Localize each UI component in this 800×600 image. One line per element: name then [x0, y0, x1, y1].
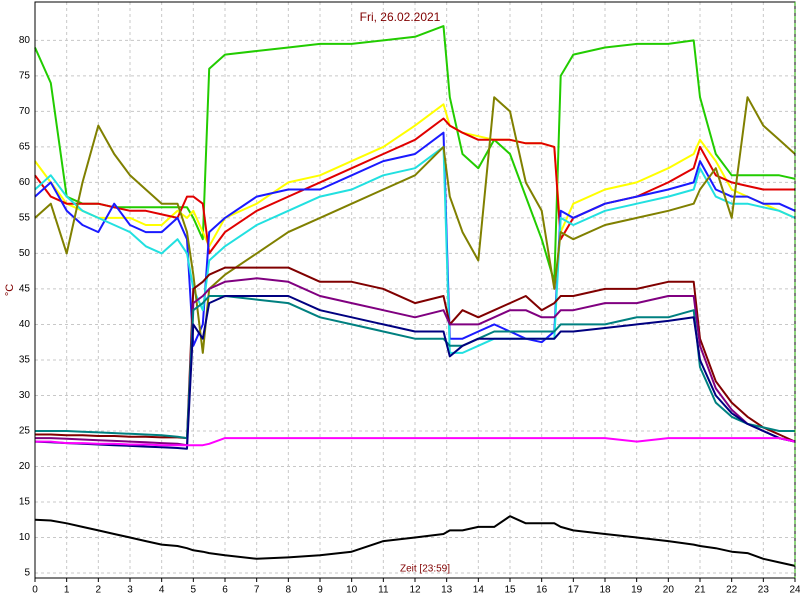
y-tick-label: 35 — [19, 355, 31, 366]
series-line — [34, 131, 796, 347]
y-tick-label: 65 — [19, 142, 31, 153]
x-tick-label: 4 — [159, 585, 165, 596]
y-tick-label: 40 — [19, 319, 31, 330]
y-tick-label: 80 — [19, 35, 31, 46]
x-tick-label: 1 — [64, 585, 70, 596]
y-tick-label: 20 — [19, 461, 31, 472]
series-line — [34, 103, 796, 248]
x-tick-label: 23 — [758, 585, 770, 596]
x-tick-label: 13 — [441, 585, 453, 596]
x-tick-label: 12 — [409, 585, 421, 596]
x-tick-label: 11 — [378, 585, 389, 596]
y-tick-label: 45 — [19, 284, 31, 295]
x-tick-label: 8 — [286, 585, 292, 596]
x-tick-label: 14 — [473, 585, 485, 596]
series-line — [34, 25, 796, 283]
series-line — [35, 437, 796, 447]
y-tick-label: 70 — [19, 106, 31, 117]
x-tick-label: 20 — [663, 585, 675, 596]
x-tick-label: 3 — [127, 585, 133, 596]
y-tick-label: 55 — [19, 213, 31, 224]
series-line — [35, 266, 796, 443]
y-axis-label: °C — [4, 284, 16, 296]
chart-title: Fri, 26.02.2021 — [360, 10, 441, 24]
x-tick-label: 16 — [536, 585, 548, 596]
y-tick-label: 5 — [24, 568, 30, 579]
x-tick-label: 6 — [222, 585, 228, 596]
y-tick-label: 30 — [19, 390, 31, 401]
x-tick-label: 17 — [568, 585, 580, 596]
x-tick-label: 9 — [317, 585, 323, 596]
x-tick-label: 21 — [694, 585, 706, 596]
x-tick-label: 19 — [631, 585, 643, 596]
x-tick-label: 7 — [254, 585, 260, 596]
x-tick-label: 24 — [789, 585, 800, 596]
series-line — [34, 515, 796, 567]
series-line — [34, 117, 795, 255]
x-tick-label: 10 — [346, 585, 358, 596]
x-tick-label: 15 — [504, 585, 516, 596]
x-tick-label: 5 — [191, 585, 197, 596]
x-axis-label: Zeit [23:59] — [400, 564, 450, 575]
series-line — [34, 96, 796, 354]
y-tick-label: 60 — [19, 177, 31, 188]
x-tick-label: 2 — [96, 585, 102, 596]
x-tick-label: 0 — [32, 585, 38, 596]
y-tick-label: 25 — [19, 426, 31, 437]
y-tick-label: 10 — [19, 532, 31, 543]
x-tick-label: 22 — [726, 585, 738, 596]
series-line — [34, 295, 796, 450]
series-line — [35, 277, 796, 447]
y-tick-label: 15 — [19, 497, 31, 508]
y-tick-label: 75 — [19, 71, 31, 82]
lines — [34, 25, 796, 567]
series-line — [35, 295, 795, 440]
x-tick-label: 18 — [599, 585, 611, 596]
y-tick-label: 50 — [19, 248, 31, 259]
